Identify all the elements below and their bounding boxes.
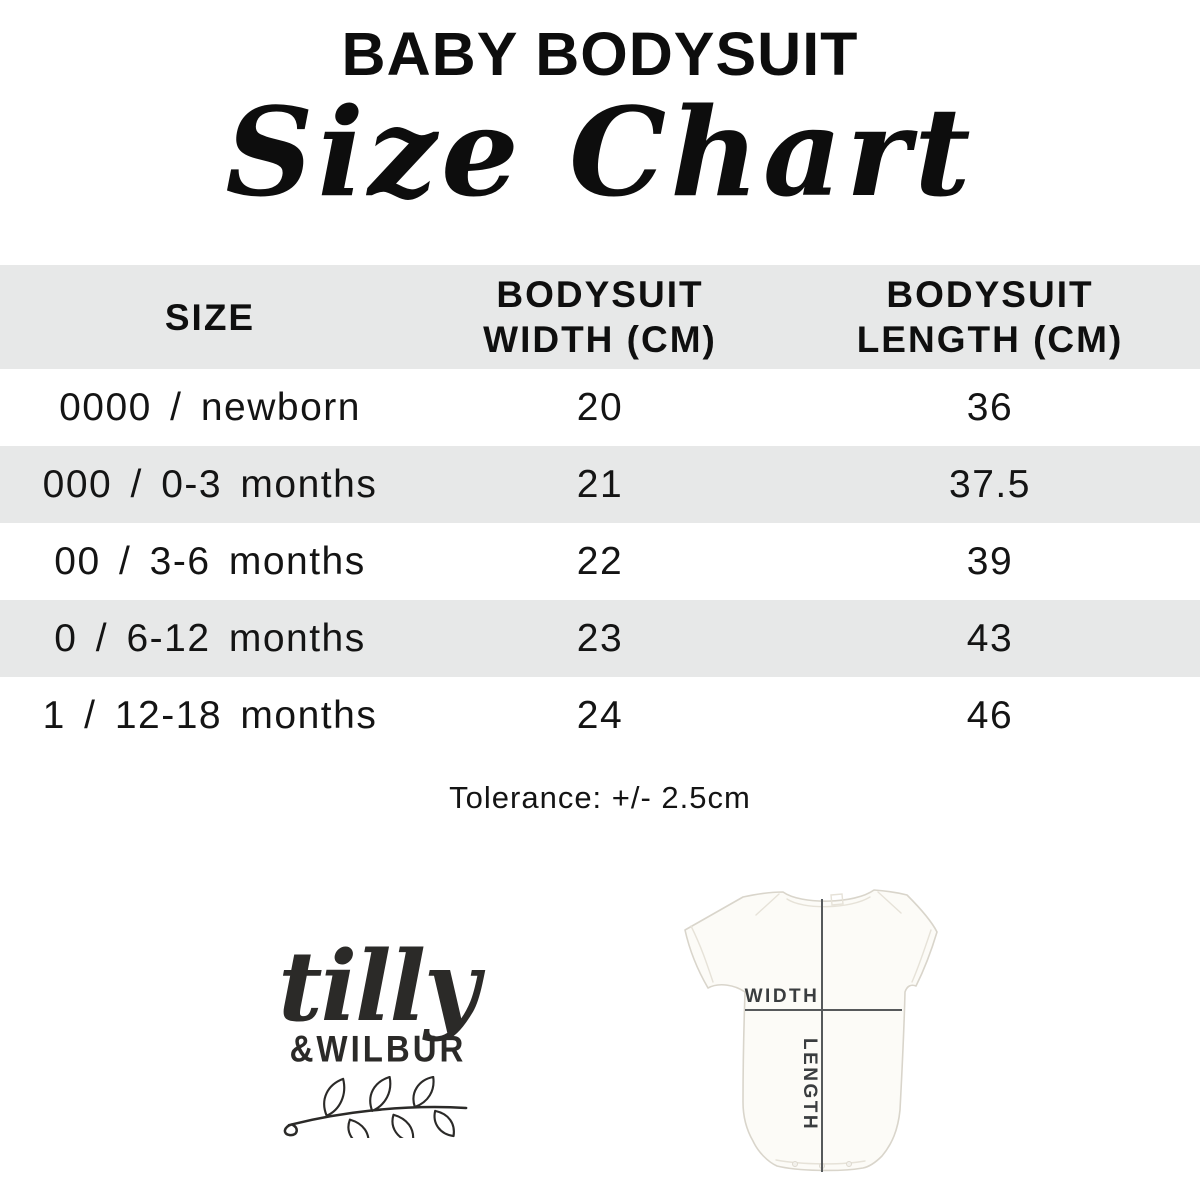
header-cell-size: SIZE bbox=[0, 295, 420, 340]
width-cell: 24 bbox=[576, 693, 624, 737]
width-label: WIDTH bbox=[745, 986, 820, 1007]
table-row: 0000 / newborn 20 36 bbox=[0, 369, 1200, 446]
bodysuit-illustration: WIDTH LENGTH bbox=[684, 889, 938, 1172]
size-cell: 000 / 0-3 months bbox=[42, 462, 378, 506]
width-cell: 21 bbox=[576, 462, 624, 506]
header-length-line1: BODYSUIT bbox=[886, 274, 1094, 315]
table-header-row: SIZE BODYSUIT WIDTH (CM) BODYSUIT LENGTH… bbox=[0, 265, 1200, 369]
length-cell: 37.5 bbox=[949, 462, 1031, 506]
brand-name-script: tilly bbox=[278, 930, 480, 1043]
length-label: LENGTH bbox=[799, 1038, 820, 1131]
bodysuit-diagram: WIDTH LENGTH bbox=[675, 872, 975, 1182]
brand-logo: tilly &WILBUR bbox=[258, 930, 498, 1148]
table-row: 000 / 0-3 months 21 37.5 bbox=[0, 446, 1200, 523]
size-cell: 1 / 12-18 months bbox=[42, 693, 378, 737]
header-length-line2: LENGTH (CM) bbox=[856, 319, 1124, 360]
size-cell: 0000 / newborn bbox=[59, 385, 361, 429]
header-width-line1: BODYSUIT bbox=[496, 274, 704, 315]
header-width-line2: WIDTH (CM) bbox=[483, 319, 717, 360]
size-table: SIZE BODYSUIT WIDTH (CM) BODYSUIT LENGTH… bbox=[0, 265, 1200, 754]
size-cell: 0 / 6-12 months bbox=[54, 616, 366, 660]
page-subtitle: Size Chart bbox=[225, 80, 975, 224]
header-cell-width: BODYSUIT WIDTH (CM) bbox=[420, 272, 780, 362]
table-row: 00 / 3-6 months 22 39 bbox=[0, 523, 1200, 600]
header-size-line1: SIZE bbox=[164, 296, 256, 338]
table-row: 0 / 6-12 months 23 43 bbox=[0, 600, 1200, 677]
width-cell: 22 bbox=[576, 539, 624, 583]
page-title: BABY BODYSUIT bbox=[341, 20, 859, 88]
width-cell: 23 bbox=[576, 616, 624, 660]
width-cell: 20 bbox=[576, 385, 624, 429]
tolerance-note: Tolerance: +/- 2.5cm bbox=[449, 780, 751, 815]
brand-name-sub: &WILBUR bbox=[289, 1027, 467, 1069]
header-cell-length: BODYSUIT LENGTH (CM) bbox=[780, 272, 1200, 362]
table-row: 1 / 12-18 months 24 46 bbox=[0, 677, 1200, 754]
size-cell: 00 / 3-6 months bbox=[54, 539, 366, 583]
length-cell: 46 bbox=[966, 693, 1014, 737]
laurel-branch-icon bbox=[283, 1075, 468, 1148]
length-cell: 36 bbox=[966, 385, 1014, 429]
length-cell: 43 bbox=[966, 616, 1014, 660]
length-cell: 39 bbox=[966, 539, 1014, 583]
